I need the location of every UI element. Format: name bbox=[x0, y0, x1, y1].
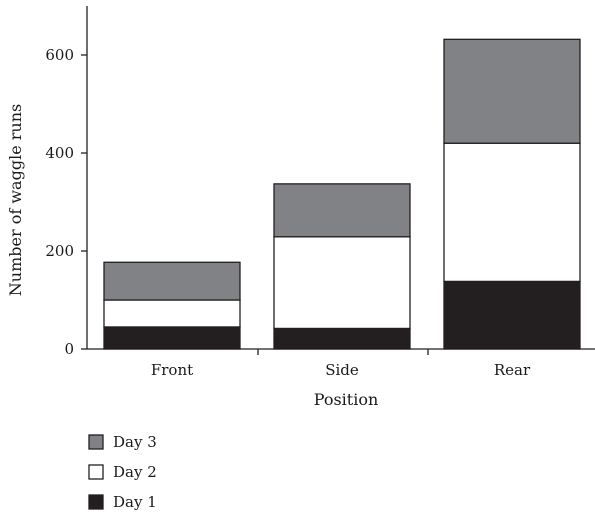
ticks: 0 200 400 600 Front Side Rear bbox=[45, 46, 531, 379]
x-tick-label: Front bbox=[151, 361, 193, 379]
legend: Day 3 Day 2 Day 1 bbox=[88, 433, 157, 511]
legend-label: Day 2 bbox=[113, 463, 157, 481]
x-axis-title: Position bbox=[314, 390, 379, 409]
bar-segment-day-1 bbox=[103, 326, 241, 350]
bar-segment-day-1 bbox=[273, 327, 411, 350]
y-tick-label: 0 bbox=[64, 340, 74, 358]
legend-swatch bbox=[88, 434, 104, 450]
x-tick-label: Side bbox=[325, 361, 359, 379]
bar-segment-day-2 bbox=[273, 236, 411, 330]
bar-segment-day-3 bbox=[103, 261, 241, 301]
y-tick-label: 200 bbox=[45, 242, 74, 260]
bar-segment-day-3 bbox=[443, 38, 581, 144]
legend-label: Day 3 bbox=[113, 433, 157, 451]
legend-label: Day 1 bbox=[113, 493, 157, 511]
bar-segment-day-2 bbox=[103, 299, 241, 328]
y-axis-title: Number of waggle runs bbox=[6, 104, 25, 296]
x-tick-label: Rear bbox=[494, 361, 531, 379]
bar-segment-day-3 bbox=[273, 183, 411, 238]
bar-segment-day-2 bbox=[443, 142, 581, 283]
y-tick-label: 600 bbox=[45, 46, 74, 64]
legend-swatch bbox=[88, 464, 104, 480]
y-tick-label: 400 bbox=[45, 144, 74, 162]
bars bbox=[103, 38, 581, 350]
legend-swatch bbox=[88, 494, 104, 510]
bar-segment-day-1 bbox=[443, 280, 581, 350]
